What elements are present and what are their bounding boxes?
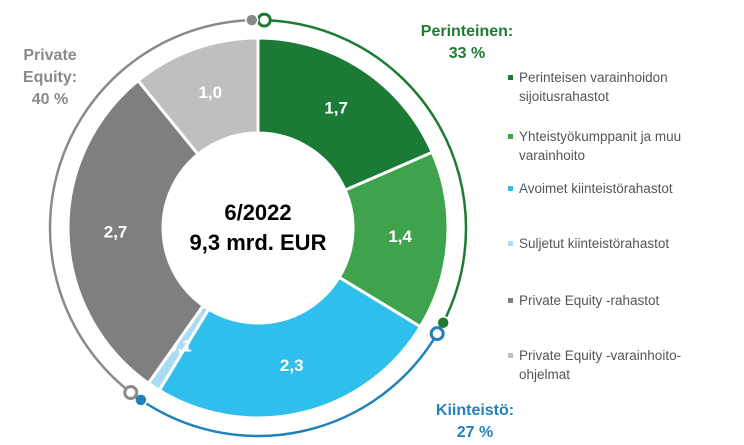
group-label: Equity:: [23, 69, 77, 86]
arc-end-dot: [256, 12, 272, 28]
center-text: 9,3 mrd. EUR: [190, 230, 327, 255]
arc-end-dot: [134, 393, 148, 407]
legend-label: Avoimet kiinteistörahastot: [519, 181, 673, 196]
data-label: 1,7: [324, 98, 348, 117]
legend-item: Yhteistyökumppanit ja muu varainhoito: [508, 127, 720, 165]
center-hole: [165, 135, 351, 321]
donut-segment: [135, 36, 260, 157]
group-label: Private: [23, 47, 76, 64]
legend-swatch: [508, 298, 513, 303]
legend-swatch: [508, 241, 513, 246]
data-label: 2,7: [104, 222, 128, 241]
group-value: 40 %: [32, 91, 68, 108]
arc-end-dot: [436, 315, 450, 330]
group-arc: [140, 332, 439, 438]
legend-swatch: [508, 186, 513, 191]
legend-label: Suljetut kiinteistörahastot: [519, 236, 670, 251]
legend-item: Private Equity -varainhoito-ohjelmat: [508, 346, 720, 384]
data-label: 1,0: [198, 83, 222, 102]
data-label: 2,3: [280, 356, 304, 375]
data-label: 1,4: [388, 227, 412, 246]
group-value: 27 %: [457, 424, 493, 441]
group-label: Perinteinen:: [421, 23, 513, 40]
donut-segment: [256, 36, 435, 193]
group-arc: [264, 18, 468, 324]
legend-item: Suljetut kiinteistörahastot: [508, 234, 720, 253]
donut-segment: [157, 275, 423, 420]
center-text: 6/2022: [224, 200, 291, 225]
legend-swatch: [508, 353, 513, 358]
arc-end-dot: [123, 385, 139, 401]
legend-label: Yhteistyökumppanit ja muu varainhoito: [519, 129, 682, 163]
legend-label: Private Equity -varainhoito-ohjelmat: [519, 348, 682, 382]
legend-swatch: [508, 134, 513, 139]
donut-segment: [66, 78, 206, 386]
group-label: Kiinteistö:: [436, 402, 514, 419]
legend-label: Perinteisen varainhoidon sijoitusrahasto…: [519, 70, 668, 104]
arc-end-dot: [245, 13, 259, 27]
legend-item: Private Equity -rahastot: [508, 291, 720, 310]
legend-item: Avoimet kiinteistörahastot: [508, 179, 720, 198]
legend-item: Perinteisen varainhoidon sijoitusrahasto…: [508, 68, 720, 106]
legend-label: Private Equity -rahastot: [519, 293, 660, 308]
arc-end-dot: [429, 326, 445, 342]
group-arc: [48, 18, 252, 394]
legend-swatch: [508, 75, 513, 80]
group-value: 33 %: [449, 45, 485, 62]
